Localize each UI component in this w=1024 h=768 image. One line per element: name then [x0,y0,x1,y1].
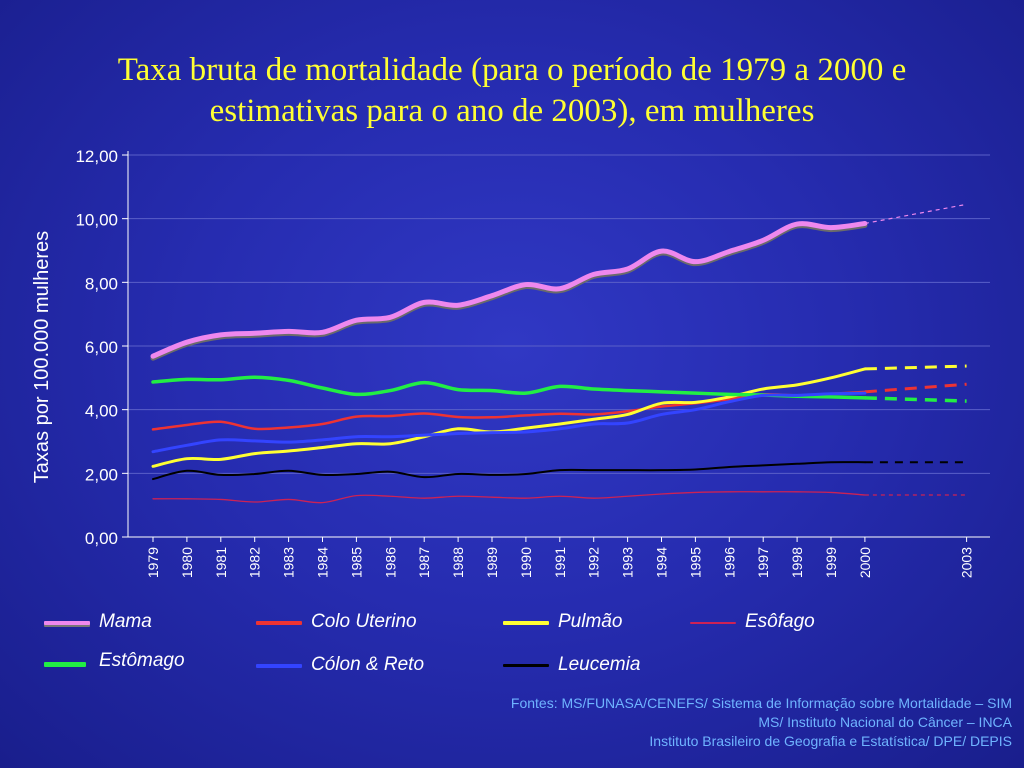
sources-note: Fontes: MS/FUNASA/CENEFS/ Sistema de Inf… [312,694,1012,751]
series-line-leucemia [152,461,866,481]
y-tick-label: 8,00 [85,274,118,293]
x-tick-label: 1995 [687,547,703,578]
y-tick-label: 10,00 [75,211,118,230]
series-line-mama [150,220,868,359]
series-line-colon-reto [151,391,867,454]
x-tick-label: 1991 [552,547,568,578]
sources-line-1: Fontes: MS/FUNASA/CENEFS/ Sistema de Inf… [510,695,1012,711]
x-tick-label: 1984 [315,547,331,578]
series-lines [150,203,967,504]
x-tick-label: 1990 [518,547,534,578]
x-tick-label: 1998 [789,547,805,578]
x-tick-label: 1997 [755,547,771,578]
x-tick-label: 1982 [247,547,263,578]
x-tick-label: 2000 [857,547,873,578]
axes [127,151,990,542]
y-tick-label: 12,00 [75,147,118,166]
x-tick-label: 1996 [721,547,737,578]
x-tick-label: 1994 [654,547,670,578]
chart-title-line-2: estimativas para o ano de 2003), em mulh… [209,93,815,129]
estimate-line-pulmao [864,364,967,371]
series-line-esofago [152,491,866,504]
grid-lines [122,154,990,538]
estimate-line-colo-uterino [864,382,967,394]
chart-title: Taxa bruta de mortalidade (para o períod… [20,50,1004,132]
sources-line-3: Instituto Brasileiro de Geografia e Esta… [649,733,1012,749]
estimate-line-mama [864,203,967,225]
y-tick-label: 6,00 [85,338,118,357]
x-tick-label: 1979 [145,547,161,578]
x-tick-label: 1985 [348,547,364,578]
y-axis-label: Taxas por 100.000 mulheres [31,231,53,483]
sources-line-2: MS/ Instituto Nacional do Câncer – INCA [758,714,1012,730]
y-tick-labels: 0,00 2,00 4,00 6,00 8,00 10,00 12,00 [75,147,118,548]
x-tick-label: 2003 [959,547,975,578]
x-tick-label: 1993 [620,547,636,578]
series-line-colo-uterino [151,390,867,431]
x-tick-label: 1986 [382,547,398,578]
series-line-pulmao [151,367,867,468]
x-tick-label: 1992 [586,547,602,578]
x-tick-label: 1981 [213,547,229,578]
series-line-estomago [151,375,867,400]
x-tick-label: 1983 [281,547,297,578]
x-tick-label: 1999 [823,547,839,578]
y-tick-label: 4,00 [85,402,118,421]
estimate-line-estomago [864,396,967,403]
chart-title-line-1: Taxa bruta de mortalidade (para o períod… [117,52,907,88]
y-tick-label: 2,00 [85,465,118,484]
x-tick-labels: 1979 1980 1981 1982 1983 1984 1985 1986 1987 1988… [145,547,975,578]
x-tick-label: 1987 [416,547,432,578]
x-tick-label: 1989 [484,547,500,578]
x-tick-label: 1988 [450,547,466,578]
x-tick-label: 1980 [179,547,195,578]
y-tick-label: 0,00 [85,529,118,548]
